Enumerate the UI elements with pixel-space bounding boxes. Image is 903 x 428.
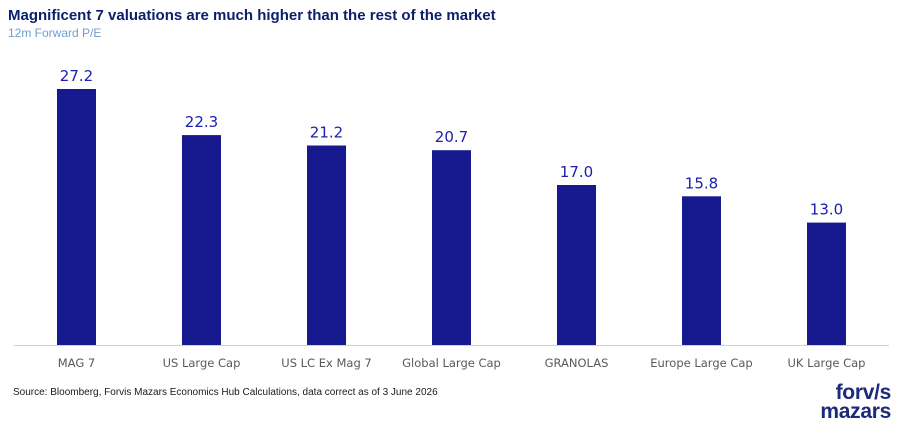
bar [307,145,346,345]
forvis-mazars-logo: forv/s mazars [820,381,892,423]
data-label: 21.2 [310,124,343,142]
x-tick-label: Global Large Cap [402,356,501,370]
chart-subtitle: 12m Forward P/E [8,26,102,40]
x-tick-label: Europe Large Cap [650,356,752,370]
x-tick-label: US LC Ex Mag 7 [281,356,371,370]
x-tick-label: MAG 7 [58,356,95,370]
logo-line-forvis: forv/s [835,381,892,404]
bar [807,222,846,345]
x-tick-label: US Large Cap [163,356,241,370]
source-note: Source: Bloomberg, Forvis Mazars Economi… [13,387,438,398]
data-label: 22.3 [185,113,218,131]
bar [182,135,221,345]
chart-title: Magnificent 7 valuations are much higher… [8,7,496,24]
bar [682,196,721,345]
data-label: 17.0 [560,163,593,181]
bar [57,89,96,345]
data-label: 20.7 [435,128,468,146]
data-label: 15.8 [685,174,718,192]
x-tick-label: UK Large Cap [787,356,865,370]
bar [557,185,596,345]
data-label: 13.0 [810,201,843,219]
logo-line-mazars: mazars [820,400,891,423]
x-tick-label: GRANOLAS [545,356,609,370]
data-label: 27.2 [60,67,93,85]
bar [432,150,471,345]
